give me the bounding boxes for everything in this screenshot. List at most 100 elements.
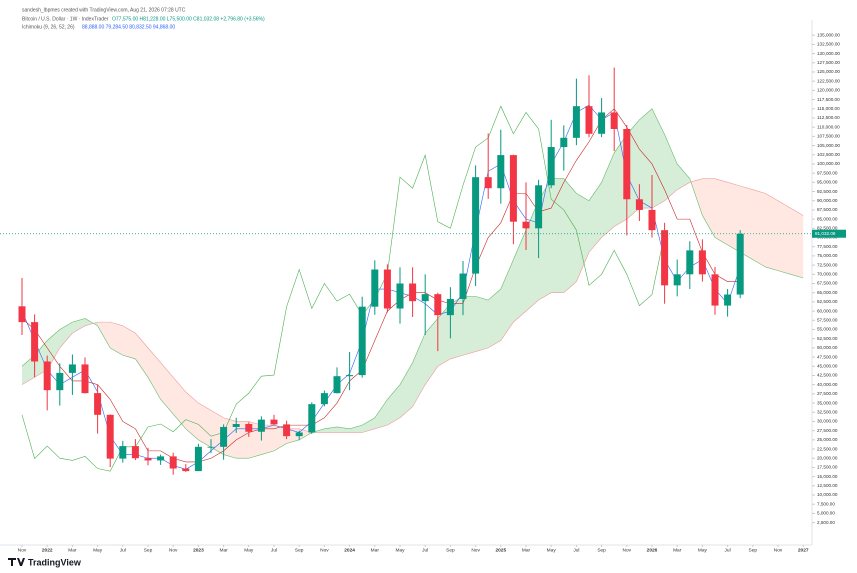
y-tick-label: 42,500.00 bbox=[817, 373, 838, 378]
candle-body bbox=[295, 432, 303, 437]
x-tick-label: Nov bbox=[18, 547, 27, 553]
candle-body bbox=[371, 269, 379, 307]
cloud-fill bbox=[261, 425, 274, 455]
y-tick-label: 10,000.00 bbox=[817, 492, 838, 497]
cloud-fill bbox=[601, 152, 615, 238]
candle-body bbox=[308, 404, 316, 433]
x-tick-label: Sep bbox=[446, 547, 455, 553]
y-tick-label: 60,000.00 bbox=[817, 308, 838, 313]
y-tick-label: 52,500.00 bbox=[817, 336, 838, 341]
cloud-fill bbox=[563, 178, 577, 293]
y-tick-label: 107,500.00 bbox=[817, 134, 840, 139]
candle-body bbox=[257, 419, 265, 432]
y-tick-label: 122,500.00 bbox=[817, 78, 840, 83]
x-tick-label: Jul bbox=[271, 547, 277, 553]
y-tick-label: 100,000.00 bbox=[817, 161, 840, 166]
x-tick-label: Nov bbox=[320, 547, 329, 553]
y-tick-label: 2,500.00 bbox=[817, 520, 835, 525]
cloud-fill bbox=[22, 355, 35, 385]
candle-body bbox=[232, 424, 240, 427]
brand-logo bbox=[8, 558, 25, 566]
y-tick-label: 92,500.00 bbox=[817, 189, 838, 194]
y-tick-label: 65,000.00 bbox=[817, 290, 838, 295]
candle-body bbox=[157, 456, 165, 461]
candle-body bbox=[736, 233, 744, 295]
y-tick-label: 87,500.00 bbox=[817, 207, 838, 212]
cloud-fill bbox=[148, 347, 161, 400]
candle-body bbox=[106, 414, 114, 459]
candle-body bbox=[333, 376, 341, 394]
x-tick-label: May bbox=[93, 547, 103, 553]
x-tick-label: Nov bbox=[623, 547, 632, 553]
cloud-fill bbox=[97, 322, 111, 348]
x-tick-label: Mar bbox=[68, 547, 77, 553]
y-tick-label: 95,000.00 bbox=[817, 180, 838, 185]
candle-body bbox=[522, 221, 530, 229]
y-tick-label: 120,000.00 bbox=[817, 88, 840, 93]
y-tick-label: 32,500.00 bbox=[817, 409, 838, 414]
cloud-fill bbox=[463, 296, 476, 356]
cloud-fill bbox=[425, 318, 438, 385]
y-tick-label: 12,500.00 bbox=[817, 483, 838, 488]
x-tick-label: Sep bbox=[749, 547, 758, 553]
candle-body bbox=[661, 230, 669, 286]
y-tick-label: 70,000.00 bbox=[817, 272, 838, 277]
y-tick-label: 90,000.00 bbox=[817, 198, 838, 203]
cloud-fill bbox=[765, 193, 778, 271]
y-tick-label: 105,000.00 bbox=[817, 143, 840, 148]
cloud-fill bbox=[185, 392, 199, 440]
x-tick-label: Mar bbox=[522, 547, 531, 553]
candle-body bbox=[648, 209, 656, 231]
candle-body bbox=[94, 393, 102, 415]
candle-body bbox=[346, 375, 354, 377]
cloud-fill bbox=[362, 417, 375, 433]
candle-body bbox=[245, 424, 253, 432]
x-tick-label: May bbox=[698, 547, 708, 553]
candle-body bbox=[497, 155, 505, 189]
x-tick-label: 2026 bbox=[647, 547, 658, 553]
cloud-fill bbox=[488, 289, 501, 348]
candle-body bbox=[131, 446, 139, 459]
cloud-fill bbox=[664, 134, 678, 201]
y-tick-label: 110,000.00 bbox=[817, 124, 840, 129]
y-tick-label: 40,000.00 bbox=[817, 382, 838, 387]
candle-body bbox=[409, 283, 417, 302]
candle-body bbox=[623, 129, 631, 200]
cloud-fill bbox=[778, 200, 791, 275]
y-tick-label: 75,000.00 bbox=[817, 253, 838, 258]
x-tick-label: Jul bbox=[422, 547, 428, 553]
candle-body bbox=[56, 372, 64, 391]
candle-body bbox=[68, 364, 76, 373]
y-tick-label: 135,000.00 bbox=[817, 32, 840, 37]
indicator-line bbox=[21, 104, 741, 470]
y-tick-label: 25,000.00 bbox=[817, 437, 838, 442]
y-tick-label: 45,000.00 bbox=[817, 363, 838, 368]
candle-body bbox=[547, 147, 555, 186]
y-tick-label: 22,500.00 bbox=[817, 446, 838, 451]
cloud-fill bbox=[173, 377, 186, 429]
x-tick-label: May bbox=[244, 547, 254, 553]
cloud-fill bbox=[198, 403, 211, 448]
y-tick-label: 115,000.00 bbox=[817, 106, 840, 111]
x-tick-label: Jul bbox=[573, 547, 579, 553]
candle-body bbox=[182, 468, 190, 472]
y-tick-label: 37,500.00 bbox=[817, 391, 838, 396]
candle-body bbox=[560, 137, 568, 148]
candle-body bbox=[585, 106, 593, 134]
cloud-fill bbox=[790, 208, 804, 278]
y-tick-label: 30,000.00 bbox=[817, 419, 838, 424]
cloud-fill bbox=[589, 182, 602, 253]
x-tick-label: 2025 bbox=[495, 547, 506, 553]
candle-body bbox=[598, 112, 606, 134]
brand: TradingView bbox=[28, 557, 82, 567]
candle-body bbox=[144, 458, 152, 461]
y-tick-label: 67,500.00 bbox=[817, 281, 838, 286]
x-tick-label: Mar bbox=[673, 547, 682, 553]
y-tick-label: 117,500.00 bbox=[817, 97, 840, 102]
candle-body bbox=[610, 112, 618, 129]
y-tick-label: 55,000.00 bbox=[817, 327, 838, 332]
candle-body bbox=[320, 393, 328, 405]
cloud-fill bbox=[160, 362, 174, 415]
